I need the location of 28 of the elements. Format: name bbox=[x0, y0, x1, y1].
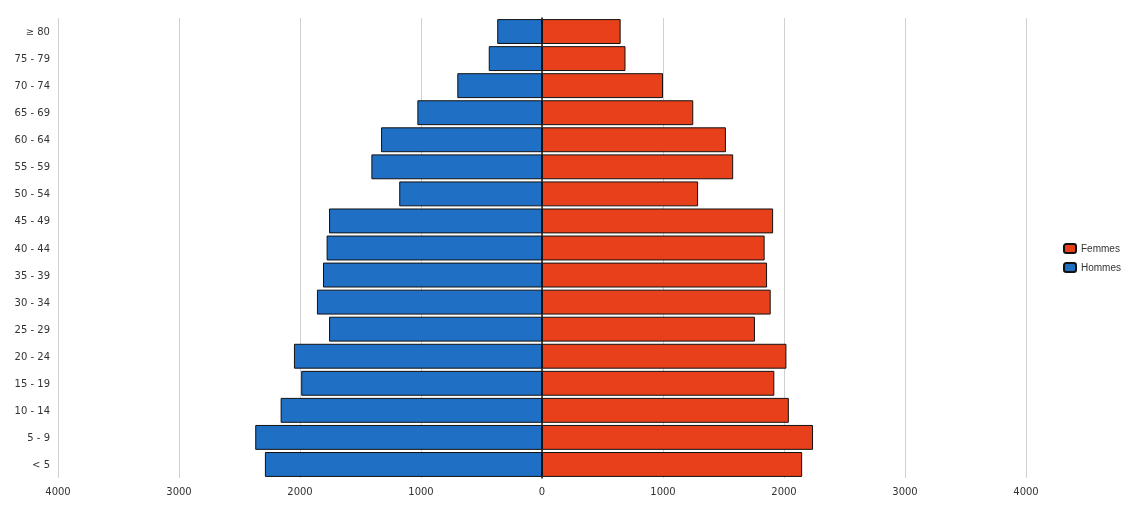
y-tick-label: ≥ 80 bbox=[25, 26, 50, 38]
x-tick-label: 1000 bbox=[408, 485, 434, 497]
y-tick-label: 35 - 39 bbox=[14, 269, 50, 281]
legend-label: Hommes bbox=[1081, 262, 1122, 273]
y-tick-label: 40 - 44 bbox=[14, 242, 50, 254]
x-tick-label: 4000 bbox=[45, 485, 71, 497]
y-tick-label: 50 - 54 bbox=[14, 188, 50, 200]
y-tick-label: 25 - 29 bbox=[14, 323, 50, 335]
y-tick-label: 45 - 49 bbox=[14, 215, 50, 227]
y-tick-label: 5 - 9 bbox=[27, 431, 50, 443]
y-tick-label: 75 - 79 bbox=[14, 53, 50, 65]
x-tick-label: 0 bbox=[538, 485, 546, 497]
legend-label: Femmes bbox=[1081, 243, 1120, 254]
y-tick-label: 10 - 14 bbox=[14, 404, 50, 416]
x-tick-label: 3000 bbox=[892, 485, 918, 497]
y-tick-label: 20 - 24 bbox=[14, 350, 50, 362]
x-tick-label: 2000 bbox=[771, 485, 797, 497]
x-tick-label: 3000 bbox=[166, 485, 192, 497]
x-tick-label: 2000 bbox=[287, 485, 313, 497]
y-tick-label: < 5 bbox=[32, 458, 50, 470]
x-tick-label: 4000 bbox=[1013, 485, 1039, 497]
y-tick-label: 55 - 59 bbox=[14, 161, 50, 173]
y-tick-label: 60 - 64 bbox=[14, 134, 50, 146]
y-tick-label: 65 - 69 bbox=[14, 107, 50, 119]
x-tick-label: 1000 bbox=[650, 485, 676, 497]
y-tick-label: 30 - 34 bbox=[14, 296, 50, 308]
y-tick-label: 15 - 19 bbox=[14, 377, 50, 389]
y-tick-label: 70 - 74 bbox=[14, 80, 50, 92]
